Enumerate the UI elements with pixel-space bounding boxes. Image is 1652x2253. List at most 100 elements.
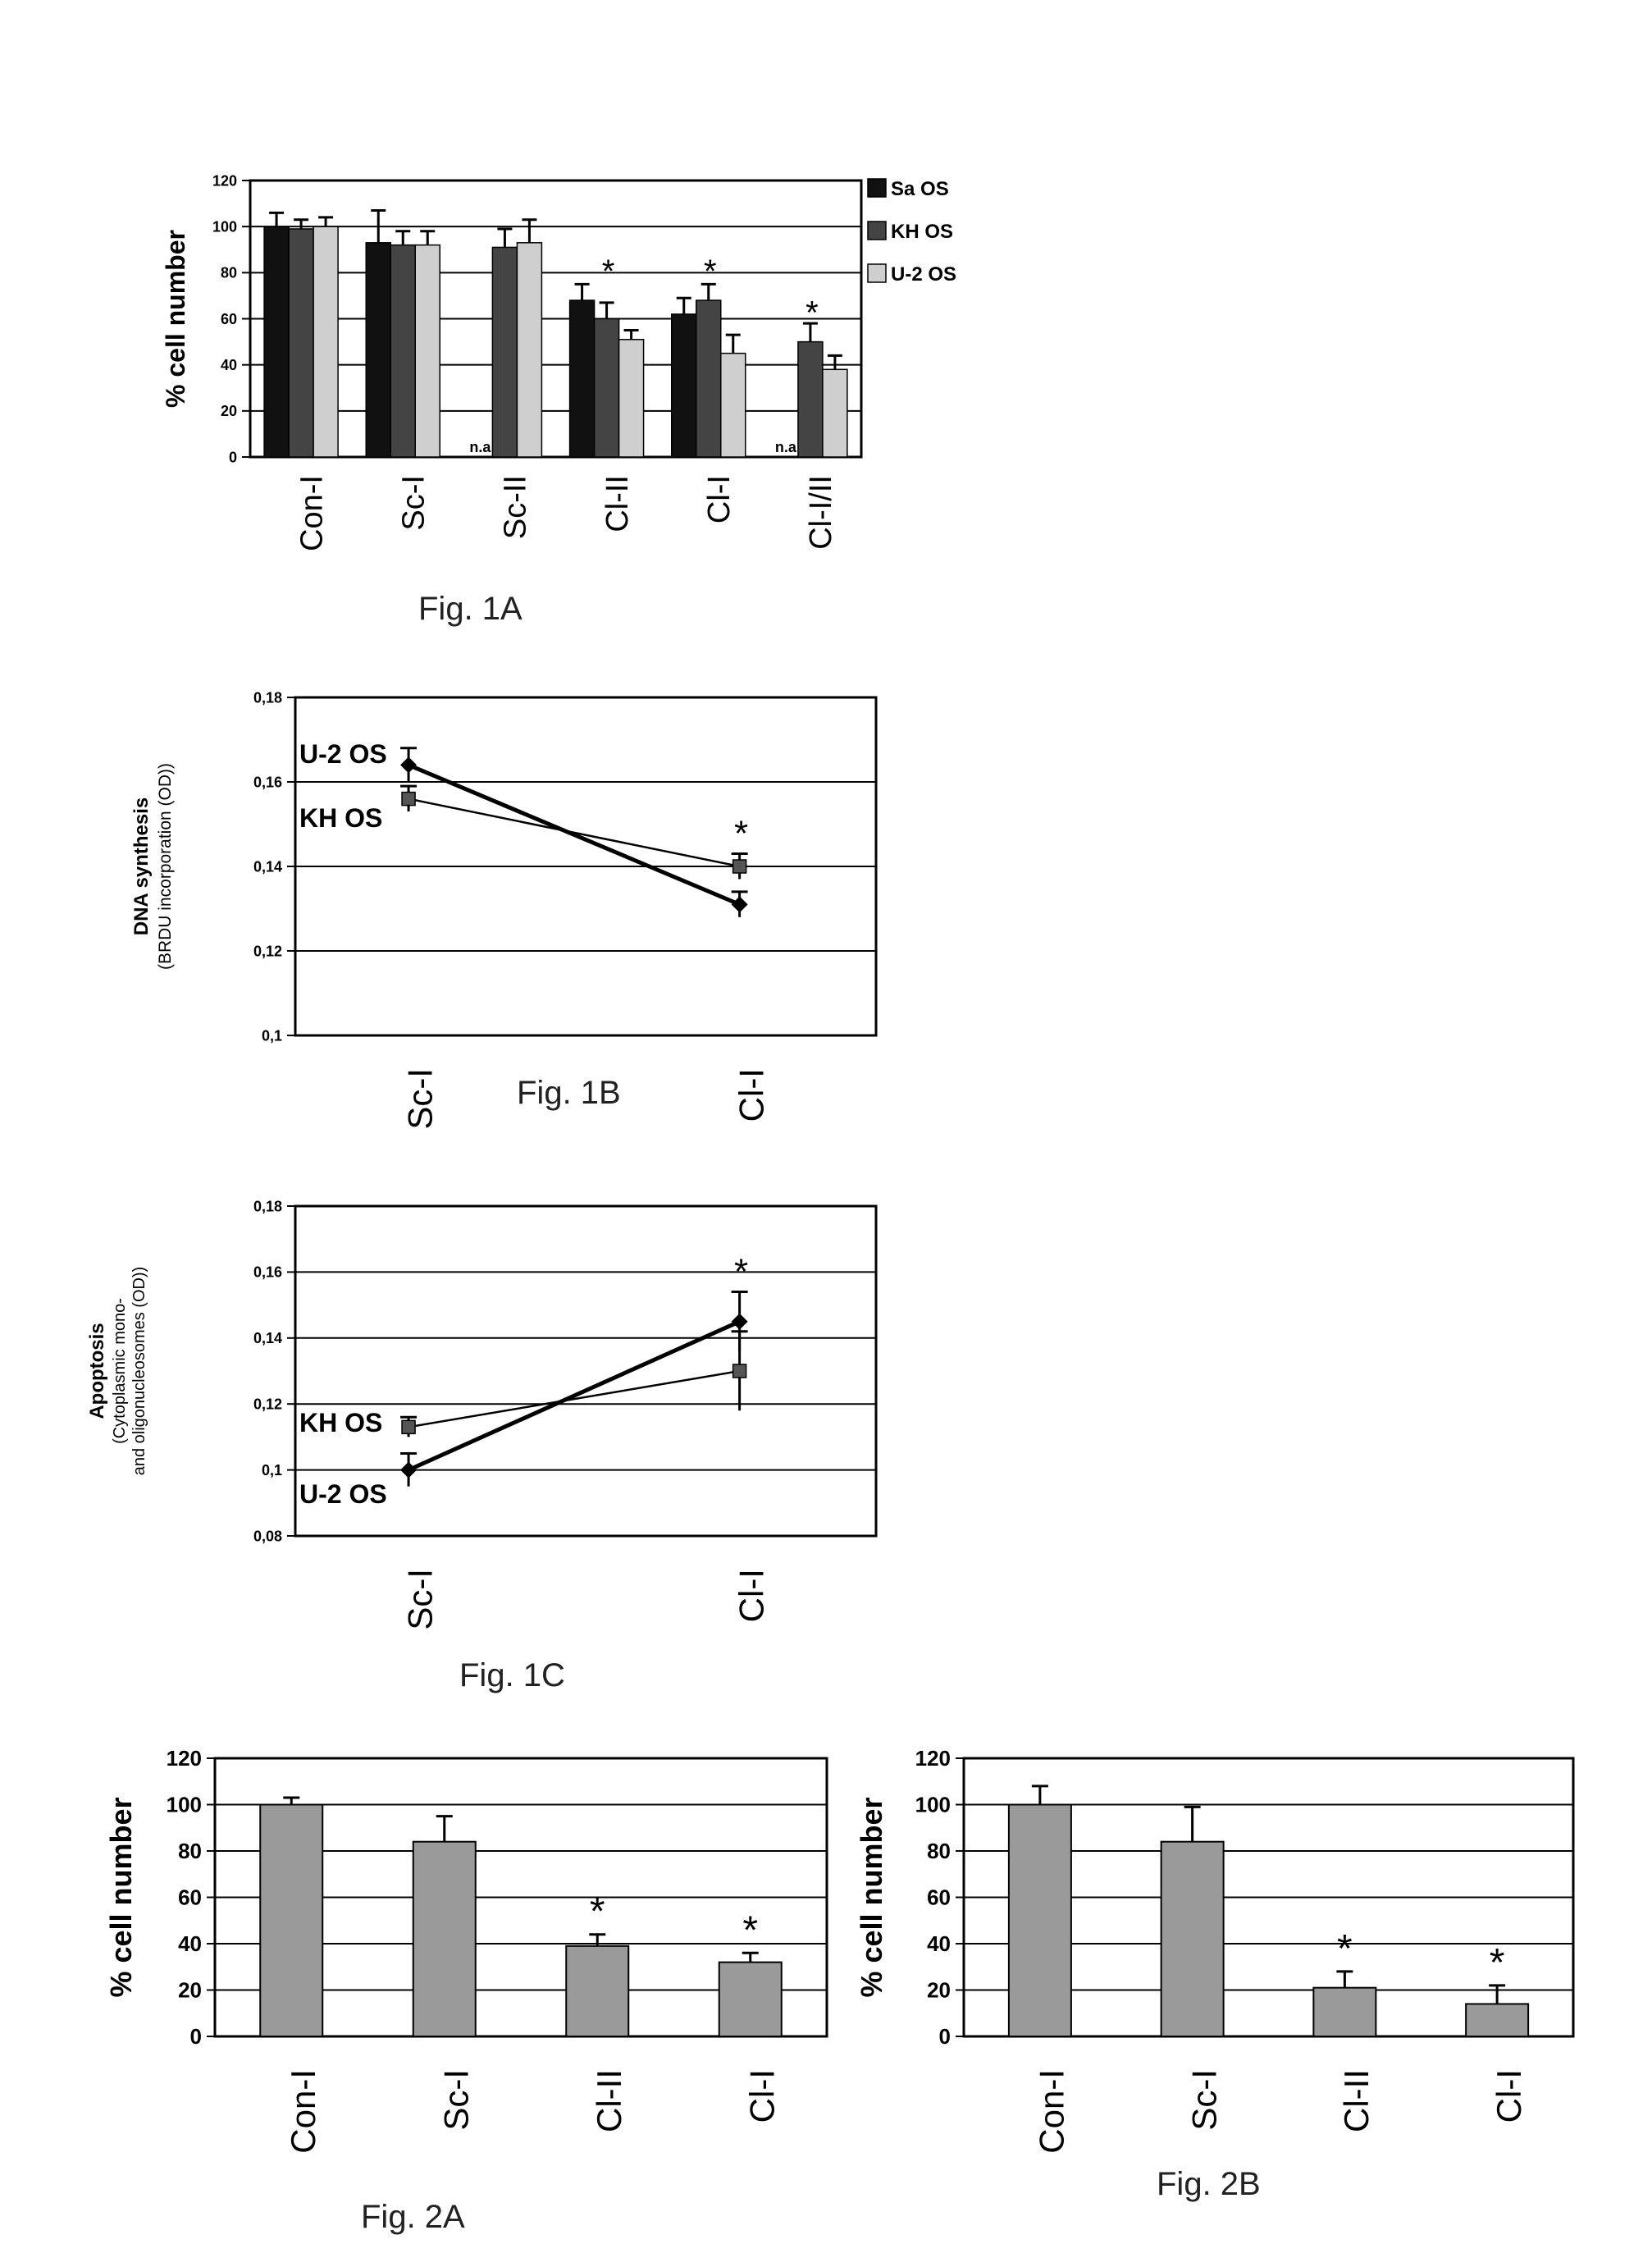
y-tick-label: 20: [927, 1978, 951, 2003]
y-tick-label: 60: [178, 1885, 202, 1910]
y-tick-label: 80: [927, 1839, 951, 1863]
significance-asterisk: *: [704, 254, 717, 290]
y-axis-label: % cell number: [161, 230, 190, 408]
significance-asterisk: *: [602, 254, 615, 290]
y-tick-label: 20: [221, 403, 237, 419]
bar: [566, 1946, 628, 2036]
series-label: KH OS: [299, 1408, 382, 1437]
x-tick-label: Cl-I: [732, 1068, 770, 1122]
bar: [570, 300, 595, 457]
y-axis-label: DNA synthesis: [130, 797, 153, 936]
x-tick-label: Con-I: [294, 475, 329, 551]
series-line: [408, 1322, 740, 1470]
bar: [366, 243, 390, 457]
chart-fig-1a: 0 20 40 60 80 100 120 % cell number Con-I Sc-I n.a…: [161, 172, 956, 551]
data-point: [400, 756, 417, 773]
data-point: [732, 1314, 748, 1330]
chart-fig-1b: 0,10,120,140,160,18U-2 OSKH OS*Sc-ICl-ID…: [130, 689, 876, 1129]
x-tick-label: Con-I: [284, 2069, 322, 2154]
x-tick-label: Sc-I: [401, 1068, 440, 1130]
fig-1b-caption: Fig. 1B: [517, 1075, 621, 1112]
y-tick-label: 60: [927, 1885, 951, 1910]
y-tick-label: 0,12: [253, 1396, 282, 1413]
y-tick-label: 0,16: [253, 1264, 282, 1281]
x-tick-label: Sc-II: [499, 475, 533, 539]
y-axis-sublabel: and oligonucleosomes (OD)): [130, 1267, 148, 1476]
significance-asterisk: *: [742, 1908, 758, 1952]
series-line: [408, 765, 740, 904]
x-tick-label: Cl-I/II: [804, 475, 838, 550]
significance-asterisk: *: [734, 814, 748, 854]
bar: [517, 243, 541, 457]
bar: [672, 314, 696, 457]
bar: [719, 1963, 782, 2036]
bar: [1009, 1805, 1071, 2037]
y-tick-label: 60: [221, 311, 237, 327]
y-tick-label: 40: [221, 357, 237, 373]
data-point: [733, 860, 746, 873]
bar: [413, 1842, 476, 2036]
y-tick-label: 40: [927, 1931, 951, 1956]
legend-swatch: [868, 222, 886, 240]
y-tick-label: 0,08: [253, 1528, 282, 1544]
bar: [415, 245, 440, 457]
x-tick-label: Sc-I: [397, 475, 431, 531]
bar: [313, 226, 338, 457]
x-tick-label: Cl-I: [742, 2069, 781, 2123]
y-axis-sublabel: (Cytoplasmic mono-: [111, 1298, 129, 1444]
y-tick-label: 100: [212, 218, 237, 235]
fig-1c-caption: Fig. 1C: [459, 1657, 565, 1694]
series-line: [408, 799, 740, 866]
y-tick-label: 120: [915, 1746, 951, 1771]
data-point: [402, 1420, 415, 1433]
y-tick-label: 0,18: [253, 1198, 282, 1214]
significance-asterisk: *: [590, 1890, 605, 1934]
y-tick-label: 0,18: [253, 689, 282, 706]
y-tick-label: 0,14: [253, 858, 282, 875]
y-tick-label: 100: [167, 1793, 202, 1817]
fig-2b-caption: Fig. 2B: [1157, 2166, 1261, 2203]
data-point: [733, 1364, 746, 1378]
significance-asterisk: *: [1337, 1927, 1353, 1971]
bar: [696, 300, 721, 457]
legend-swatch: [868, 264, 886, 282]
bar: [264, 226, 289, 457]
y-tick-label: 120: [167, 1746, 202, 1771]
y-tick-label: 0: [939, 2024, 951, 2049]
fig-1a-caption: Fig. 1A: [418, 591, 523, 628]
y-tick-label: 120: [212, 172, 237, 189]
y-tick-label: 0,1: [262, 1027, 282, 1044]
bar: [492, 247, 517, 457]
na-label: n.a: [775, 439, 797, 455]
y-tick-label: 100: [915, 1793, 951, 1817]
legend-label: Sa OS: [891, 178, 949, 200]
bar: [1466, 2004, 1528, 2036]
y-tick-label: 40: [178, 1931, 202, 1956]
y-tick-label: 80: [221, 265, 237, 281]
series-line: [408, 1371, 740, 1427]
na-label: n.a: [469, 439, 491, 455]
significance-asterisk: *: [734, 1252, 748, 1292]
bar: [823, 369, 847, 457]
data-point: [402, 793, 415, 806]
y-tick-label: 20: [178, 1978, 202, 2003]
x-tick-label: Cl-I: [702, 475, 737, 523]
x-tick-label: Cl-I: [1490, 2069, 1528, 2123]
series-label: U-2 OS: [299, 739, 387, 769]
x-tick-label: Sc-I: [401, 1569, 440, 1630]
y-axis-label: % cell number: [104, 1797, 138, 1997]
x-tick-label: Sc-I: [1184, 2069, 1223, 2131]
series-label: KH OS: [299, 803, 382, 833]
legend-label: U-2 OS: [891, 263, 956, 286]
y-tick-label: 0: [229, 449, 237, 465]
x-tick-label: Cl-I: [732, 1569, 770, 1622]
significance-asterisk: *: [1490, 1941, 1505, 1985]
bar: [721, 354, 746, 457]
x-tick-label: Sc-I: [436, 2069, 475, 2131]
bar: [260, 1805, 322, 2037]
data-point: [732, 896, 748, 912]
y-axis-sublabel: (BRDU incorporation (OD)): [156, 763, 175, 970]
y-tick-label: 0,16: [253, 774, 282, 790]
bar: [619, 340, 644, 457]
